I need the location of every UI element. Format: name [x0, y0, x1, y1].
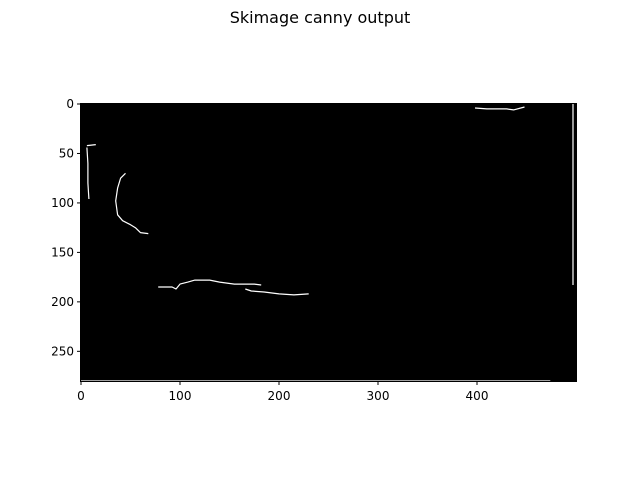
- x-tick-label: 300: [367, 389, 390, 403]
- y-tick-label: 100: [51, 196, 74, 210]
- y-tick-label: 50: [59, 146, 74, 160]
- edge-line: [245, 288, 309, 296]
- x-tick-label: 200: [268, 389, 291, 403]
- x-axis: 0 100 200 300 400: [77, 381, 488, 403]
- x-tick-label: 400: [466, 389, 489, 403]
- y-tick-label: 200: [51, 295, 74, 309]
- y-tick-label: 150: [51, 245, 74, 259]
- x-tick-label: 100: [169, 389, 192, 403]
- y-axis: 0 50 100 150 200 250: [51, 97, 81, 358]
- edge-line: [86, 144, 96, 147]
- edge-line: [158, 279, 262, 290]
- figure-title: Skimage canny output: [229, 8, 411, 27]
- edge-line: [86, 147, 90, 200]
- x-tick-label: 0: [77, 389, 85, 403]
- edge-line: [474, 106, 525, 111]
- y-tick-label: 0: [66, 97, 74, 111]
- edge-line: [115, 172, 149, 235]
- axes-frame: [80, 103, 577, 382]
- edge-image: [81, 104, 576, 381]
- y-tick-label: 250: [51, 344, 74, 358]
